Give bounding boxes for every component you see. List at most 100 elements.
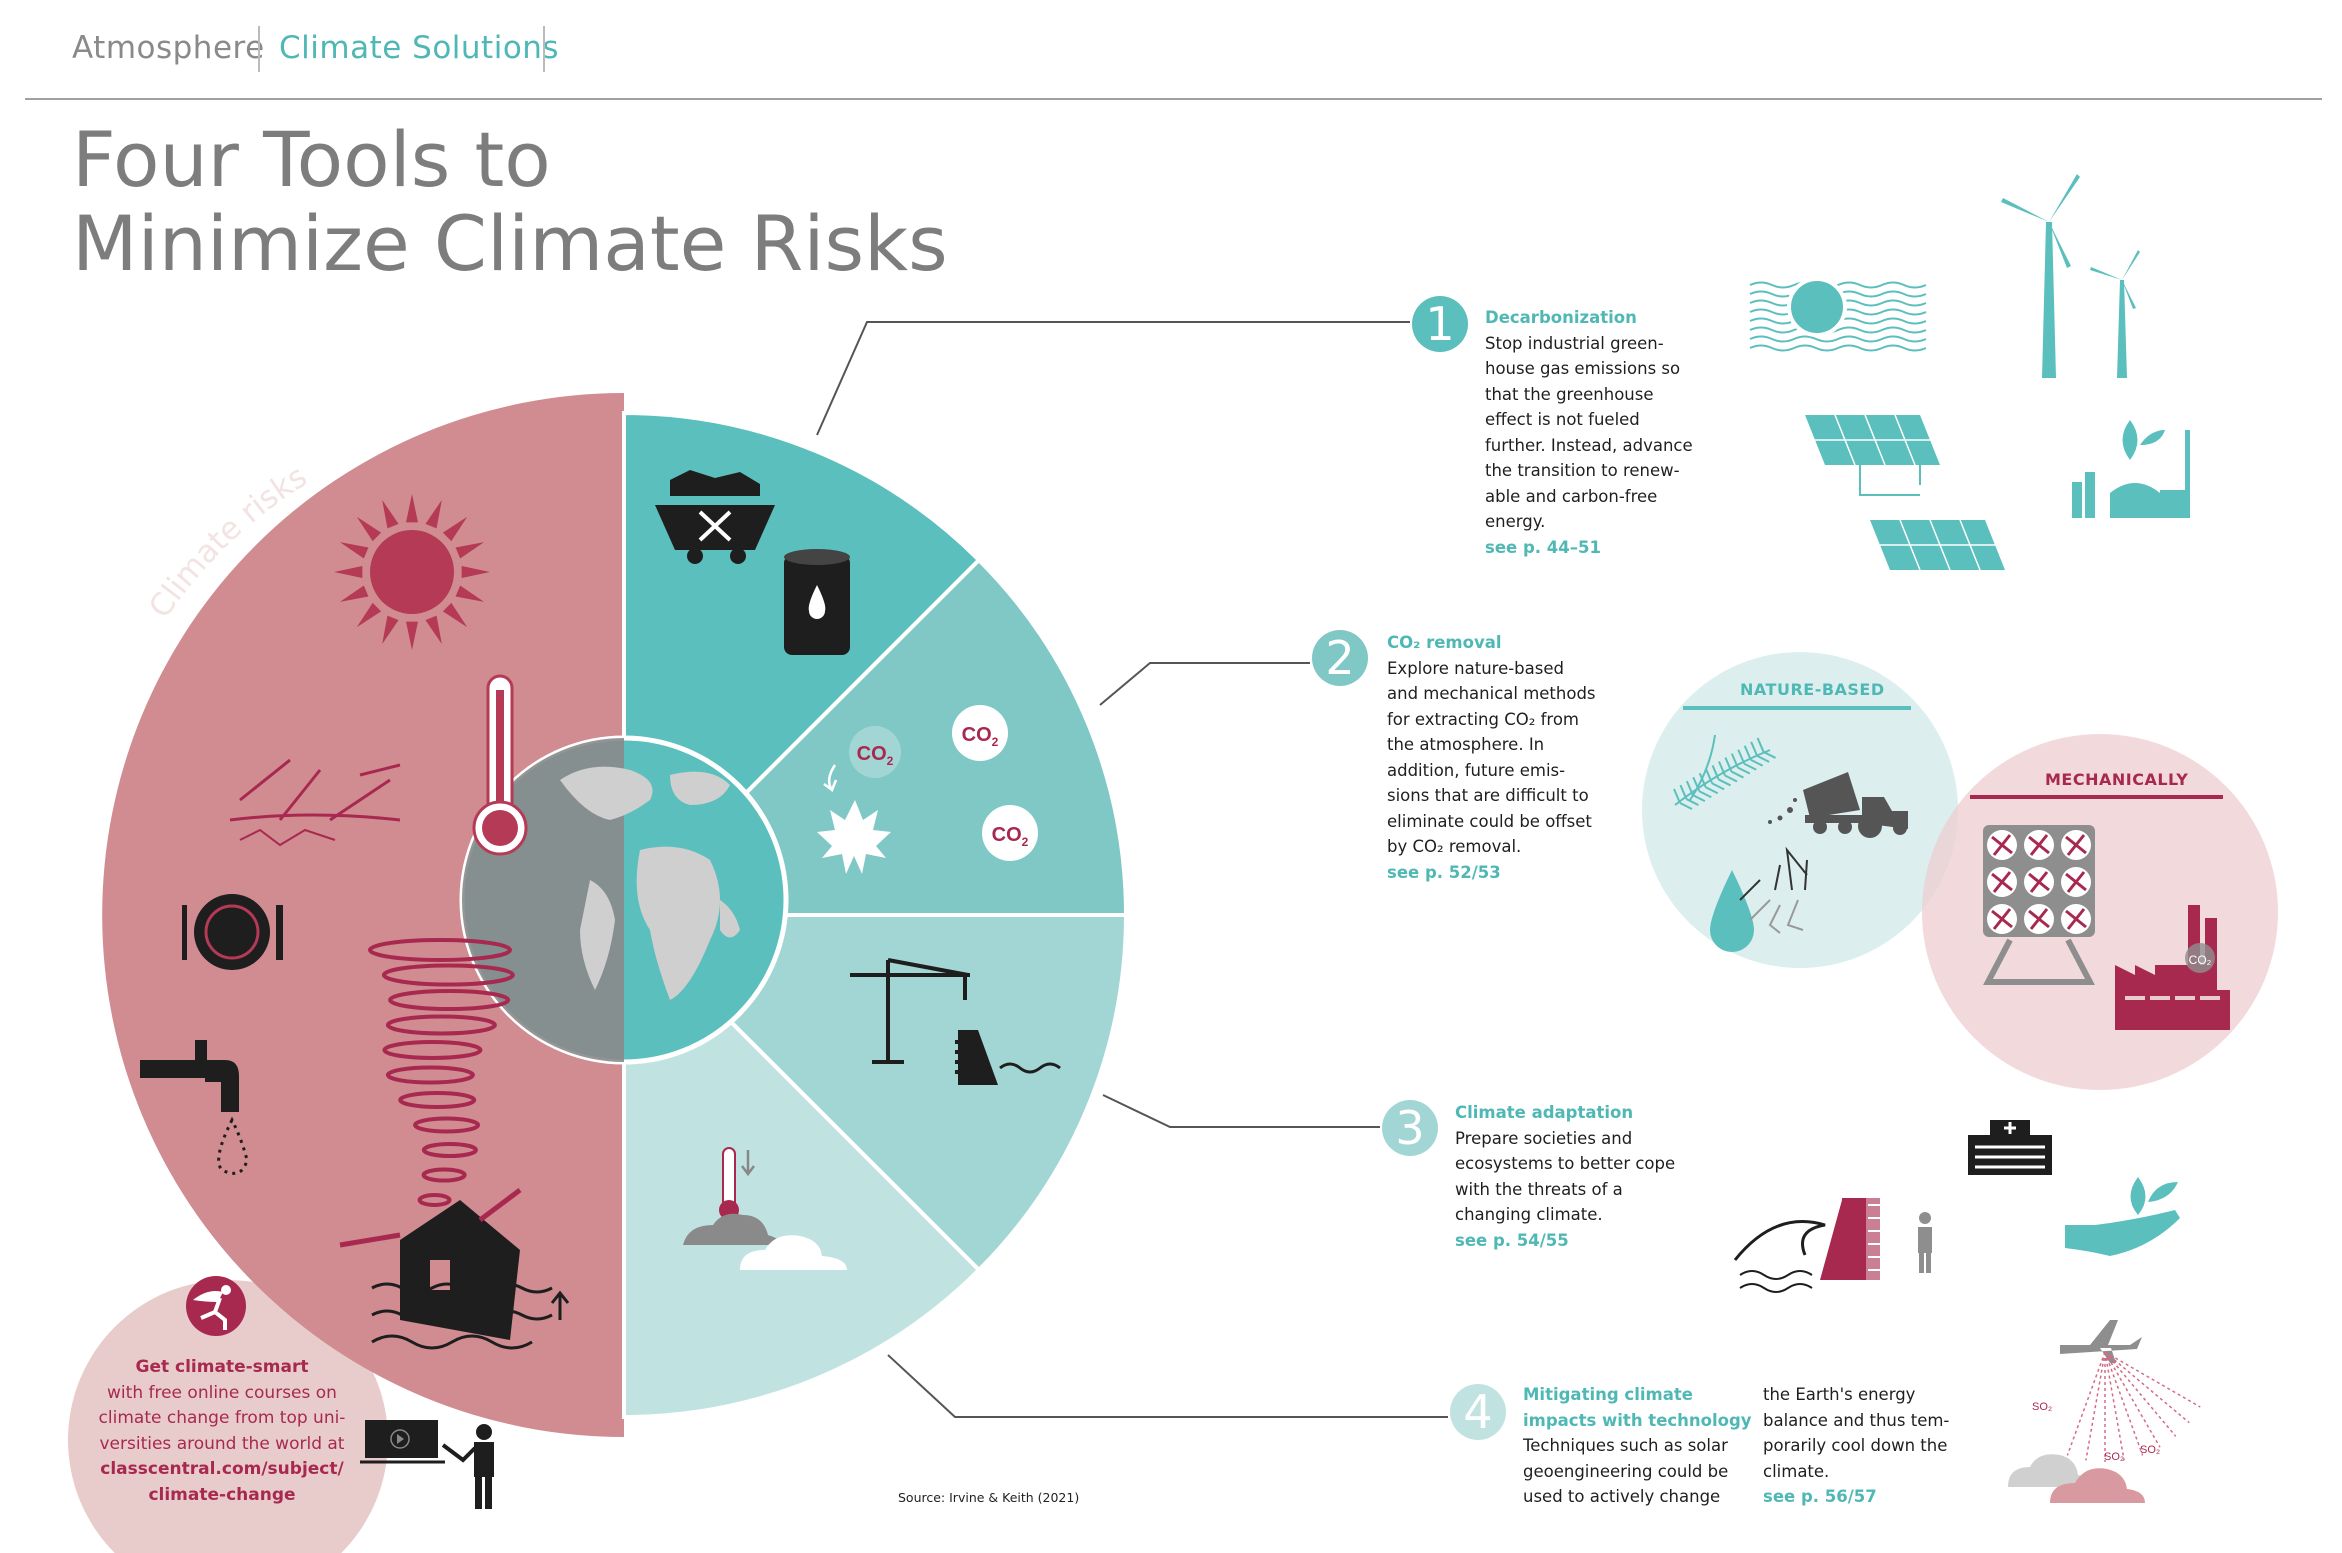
title-line: Four Tools to	[72, 115, 551, 204]
breadcrumb-section[interactable]: Atmosphere	[72, 30, 265, 66]
fan-blades	[2028, 908, 2050, 930]
sun-icon	[334, 494, 490, 650]
crane-icon	[850, 958, 970, 1064]
wind-turbine-icon	[2001, 174, 2140, 378]
spray-ray	[2085, 1351, 2106, 1461]
page-reference-link[interactable]: see p. 54/55	[1455, 1230, 1569, 1250]
fan-blades	[2028, 834, 2050, 856]
tool-heading: Decarbonization	[1485, 308, 1637, 327]
body-line: addition, future emis-	[1387, 760, 1566, 780]
water-drop-icon	[1710, 870, 1754, 952]
page-title: Four Tools to Minimize Climate Risks	[72, 118, 948, 286]
oil-barrel-icon	[784, 549, 850, 655]
breadcrumb-current[interactable]: Climate Solutions	[279, 30, 560, 66]
body-line: climate.	[1763, 1461, 1830, 1481]
co2-bubble-icon: CO2	[849, 726, 901, 778]
promo-text: Get climate-smart with free online cours…	[72, 1355, 372, 1508]
tool-technology-mitigation-col2: the Earth's energy balance and thus tem-p…	[1763, 1382, 1949, 1510]
page-reference-link[interactable]: see p. 56/57	[1763, 1487, 1877, 1506]
tractor-spreader-icon	[1768, 772, 1908, 838]
fan-blades	[1991, 834, 2013, 856]
pine-needle	[1685, 780, 1706, 803]
spray-ray	[2066, 1351, 2106, 1456]
tornado-ring	[421, 1167, 467, 1183]
failed-crops-icon	[229, 758, 401, 847]
tornado-ring	[368, 938, 512, 962]
hand-plant-icon	[2065, 1177, 2180, 1256]
pine-branch-icon	[1673, 734, 1777, 810]
co2-bubble-icon: CO2	[952, 705, 1008, 761]
leader-lines	[816, 321, 1448, 1418]
nature-based-rule	[1683, 706, 1911, 710]
sun-ray	[339, 542, 369, 559]
body-line: the atmosphere. In	[1387, 735, 1545, 754]
body-line: house gas emissions so	[1485, 359, 1681, 378]
tornado-ring	[385, 1014, 497, 1036]
tornado-ring	[382, 1040, 483, 1060]
hospital-icon	[1968, 1120, 2052, 1175]
pine-needle	[1730, 753, 1751, 775]
body-line: changing climate.	[1455, 1205, 1603, 1224]
pine-needle	[1692, 776, 1712, 799]
pine-needle	[1724, 757, 1744, 779]
sun-ray	[442, 516, 468, 542]
airplane-icon	[2060, 1320, 2142, 1363]
sun-waves-icon	[1749, 277, 1927, 352]
maple-leaf-icon	[817, 800, 891, 874]
tool-body: Stop industrial green-house gas emission…	[1485, 331, 1693, 535]
sun-ray	[356, 602, 382, 628]
fan-blades	[2065, 908, 2087, 930]
clouds-icon	[2008, 1454, 2145, 1503]
body-line: used to actively change	[1523, 1487, 1721, 1506]
spray-ray	[2104, 1351, 2125, 1461]
page-reference-link[interactable]: see p. 44–51	[1485, 537, 1601, 557]
body-line: ecosystems to better cope	[1455, 1154, 1676, 1173]
dry-soil-plants-icon	[1739, 846, 1808, 934]
title-line: Minimize Climate Risks	[72, 199, 948, 288]
nature-based-label: NATURE-BASED	[1740, 680, 1885, 699]
sun-ray	[455, 585, 485, 602]
body-line: for extracting CO₂ from	[1387, 709, 1579, 729]
dam-icon	[955, 1030, 1061, 1085]
promo-link[interactable]: climate-change	[148, 1484, 296, 1505]
body-line: sions that are difficult to	[1387, 786, 1589, 805]
sea-wall-icon	[1733, 1198, 1882, 1293]
sun-ray	[334, 566, 363, 578]
tornado-ring	[381, 963, 515, 987]
body-line: that the greenhouse	[1485, 384, 1654, 404]
wave-line	[1749, 335, 1927, 343]
spray-ray	[2104, 1351, 2201, 1408]
pine-needle	[1698, 772, 1719, 795]
step-2-badge: 2	[1312, 630, 1368, 686]
body-line: the transition to renew-	[1485, 461, 1680, 480]
spray-ray	[2104, 1351, 2177, 1437]
pine-needle	[1705, 768, 1725, 791]
promo-circle	[68, 1280, 388, 1553]
wave-line	[1749, 326, 1927, 334]
so2-label: SO₂	[2140, 1444, 2160, 1456]
so2-label: SO₂	[2032, 1401, 2052, 1413]
tornado-icon	[368, 938, 515, 1207]
sun-ray	[461, 566, 490, 578]
fan-blades	[2065, 834, 2087, 856]
fan-blades	[2028, 871, 2050, 893]
fan-blades	[2065, 871, 2087, 893]
pine-needle	[1673, 788, 1693, 810]
pine-needle	[1718, 761, 1738, 783]
step-4-badge: 4	[1450, 1384, 1506, 1440]
pine-needle	[1743, 745, 1764, 767]
sun-ray	[442, 602, 468, 628]
body-line: energy.	[1485, 512, 1546, 531]
promo-line: climate change from top uni-	[98, 1408, 346, 1428]
pine-needle	[1737, 749, 1757, 771]
body-line: Techniques such as solar	[1523, 1436, 1728, 1455]
tool-heading: CO₂ removal	[1387, 633, 1502, 652]
tool-heading: impacts with technology	[1523, 1410, 1752, 1430]
sun-ray	[356, 516, 382, 542]
fan-blades	[1991, 908, 2013, 930]
page-reference-link[interactable]: see p. 52/53	[1387, 862, 1501, 882]
promo-link[interactable]: classcentral.com/subject/	[100, 1459, 344, 1479]
tool-co2-removal: CO₂ removal Explore nature-based and mech…	[1387, 630, 1596, 885]
spray-ray	[2104, 1351, 2190, 1424]
thermometer-icon	[472, 674, 528, 856]
